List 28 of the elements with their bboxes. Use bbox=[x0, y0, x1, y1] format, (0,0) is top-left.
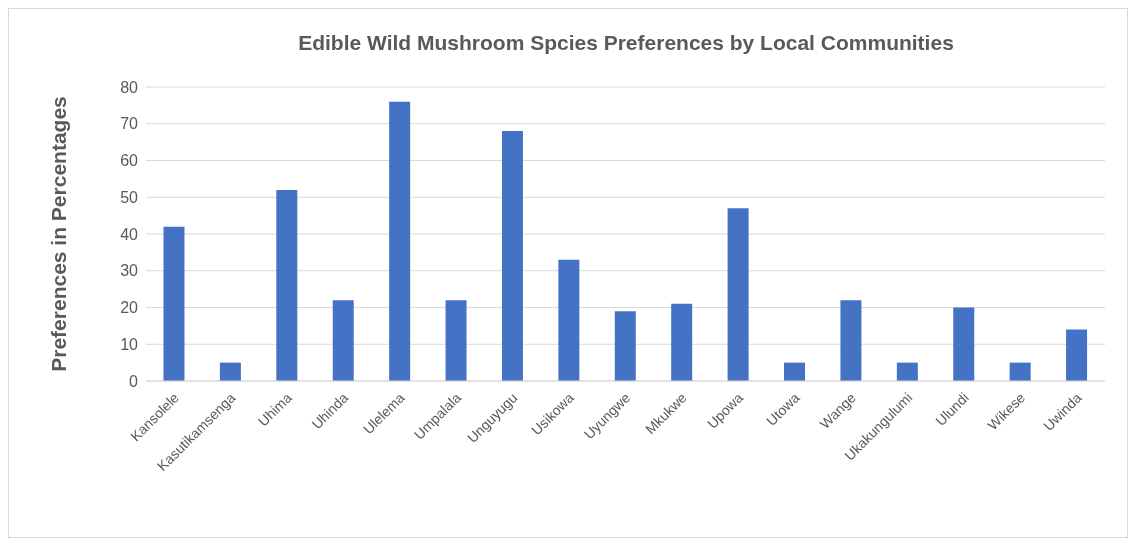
bar bbox=[671, 303, 693, 381]
bar bbox=[163, 226, 185, 381]
y-axis-title: Preferences in Percentages bbox=[47, 96, 71, 372]
chart-title: Edible Wild Mushroom Spcies Preferences by Local Communities bbox=[297, 31, 955, 55]
bar bbox=[614, 311, 636, 381]
y-tick-label: 20 bbox=[120, 299, 139, 317]
y-tick-label: 0 bbox=[129, 372, 139, 390]
bar bbox=[501, 131, 523, 381]
bar bbox=[784, 362, 806, 381]
bar bbox=[1066, 329, 1088, 381]
bar bbox=[953, 307, 975, 381]
bar bbox=[445, 300, 467, 381]
bar bbox=[332, 300, 354, 381]
y-tick-label: 30 bbox=[120, 262, 139, 280]
bar bbox=[1009, 362, 1031, 381]
bar bbox=[896, 362, 918, 381]
bar bbox=[727, 208, 749, 381]
bar bbox=[840, 300, 862, 381]
y-tick-label: 80 bbox=[120, 78, 139, 96]
bar bbox=[219, 362, 241, 381]
y-tick-label: 60 bbox=[120, 152, 139, 170]
y-tick-label: 50 bbox=[120, 188, 139, 206]
bar bbox=[389, 101, 411, 381]
y-tick-label: 10 bbox=[120, 335, 139, 353]
y-tick-label: 70 bbox=[120, 115, 139, 133]
bar bbox=[558, 259, 580, 381]
bar bbox=[276, 189, 298, 381]
y-tick-label: 40 bbox=[120, 225, 139, 243]
